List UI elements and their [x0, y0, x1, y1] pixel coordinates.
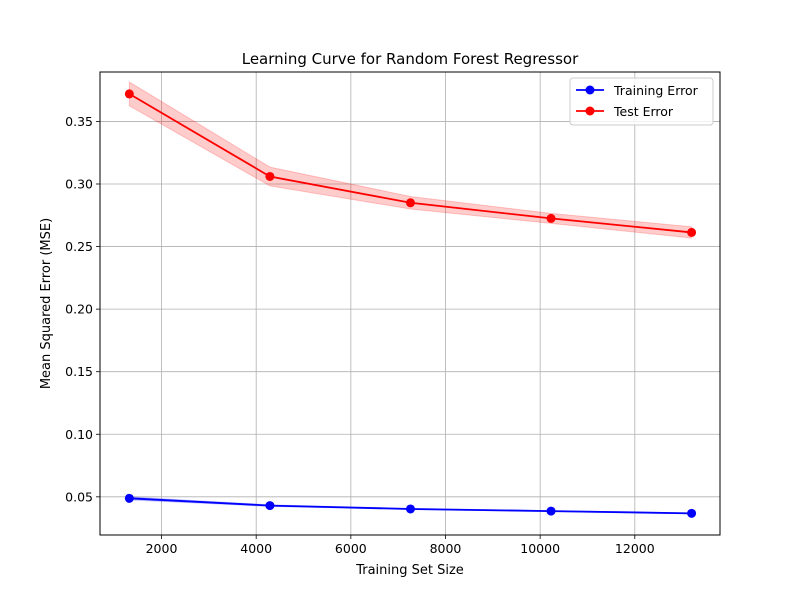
legend-training-label: Training Error	[613, 83, 699, 98]
training-error-point	[124, 493, 134, 503]
y-axis-label: Mean Squared Error (MSE)	[39, 218, 54, 389]
legend-test-marker	[585, 106, 595, 116]
x-tick-label: 8000	[430, 541, 462, 556]
x-tick-label: 2000	[146, 541, 178, 556]
training-error-point	[265, 501, 275, 511]
x-tick-label: 12000	[615, 541, 655, 556]
x-tick-label: 6000	[335, 541, 367, 556]
y-tick-label: 0.20	[65, 302, 93, 317]
legend-test-label: Test Error	[613, 104, 674, 119]
legend-box	[569, 77, 714, 126]
series-markers	[124, 89, 697, 518]
chart-title: Learning Curve for Random Forest Regress…	[242, 50, 579, 68]
legend: Training Error Test Error	[569, 77, 714, 126]
y-tick-label: 0.05	[65, 489, 93, 504]
grid	[100, 72, 720, 535]
training-error-point	[405, 504, 415, 514]
y-tick-label: 0.15	[65, 364, 93, 379]
test-error-point	[265, 171, 275, 181]
x-tick-label: 10000	[520, 541, 560, 556]
x-tick-label: 4000	[240, 541, 272, 556]
axis-ticks: 2000 4000 6000 8000 10000 12000 0.05 0.10 0.15 0.…	[65, 114, 655, 556]
y-tick-label: 0.35	[65, 114, 93, 129]
training-error-point	[687, 508, 697, 518]
test-error-point	[687, 227, 697, 237]
test-error-point	[546, 213, 556, 223]
plot-frame	[99, 71, 721, 536]
y-tick-label: 0.25	[65, 239, 93, 254]
training-error-point	[546, 506, 556, 516]
test-error-point	[124, 89, 134, 99]
y-tick-label: 0.10	[65, 427, 93, 442]
x-axis-label: Training Set Size	[355, 563, 464, 578]
y-tick-label: 0.30	[65, 176, 93, 191]
test-error-point	[405, 198, 415, 208]
legend-training-marker	[585, 85, 595, 95]
